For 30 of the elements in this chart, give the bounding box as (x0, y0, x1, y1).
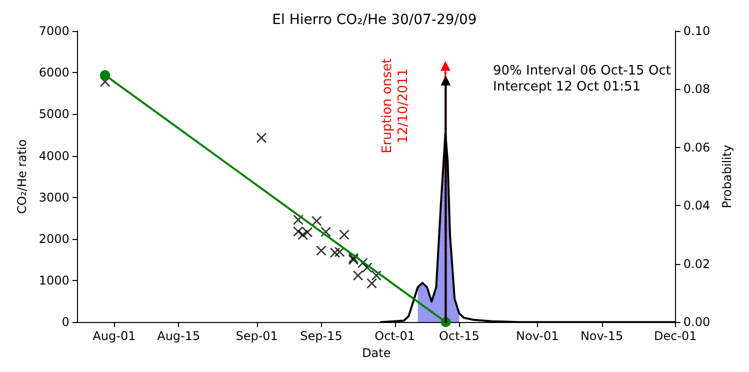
y-tick-label: 3000 (38, 190, 70, 204)
y-tick-label: 0 (62, 315, 70, 330)
y2-tick-label: 0.00 (683, 315, 710, 330)
y2-tick-label: 0.02 (683, 256, 710, 271)
annotation: 90% Interval 06 Oct-15 Oct (493, 64, 671, 78)
x-tick-label: Oct-15 (439, 329, 480, 344)
y-axis-title: CO₂/He ratio (15, 139, 29, 214)
chart-title: El Hierro CO₂/He 30/07-29/09 (272, 12, 477, 28)
x-tick-label: Nov-01 (516, 329, 559, 344)
x-tick-label: Aug-01 (92, 329, 136, 344)
y-tick-label: 1000 (38, 274, 70, 288)
y2-tick-label: 0.04 (683, 198, 710, 213)
x-tick-label: Dec-01 (654, 329, 697, 344)
y-tick-label: 4000 (38, 148, 70, 163)
x-tick-label: Oct-01 (374, 329, 415, 344)
annotation: Intercept 12 Oct 01:51 (493, 80, 641, 94)
y-tick-label: 5000 (38, 107, 70, 122)
y-tick-label: 2000 (38, 232, 70, 246)
x-tick-label: Aug-15 (157, 329, 200, 344)
annotation: Eruption onset 12/10/2011 (380, 58, 411, 154)
x-tick-label: Sep-01 (236, 329, 278, 344)
y-tick-label: 7000 (38, 24, 70, 38)
y2-tick-label: 0.08 (683, 82, 710, 96)
y2-tick-label: 0.06 (683, 140, 710, 154)
y-tick-label: 6000 (38, 66, 70, 80)
x-tick-label: Nov-15 (580, 329, 624, 344)
y2-tick-label: 0.10 (683, 24, 710, 38)
y2-axis-title: Probability (720, 144, 734, 208)
x-axis-title: Date (362, 346, 391, 360)
x-tick-label: Sep-15 (300, 329, 342, 344)
